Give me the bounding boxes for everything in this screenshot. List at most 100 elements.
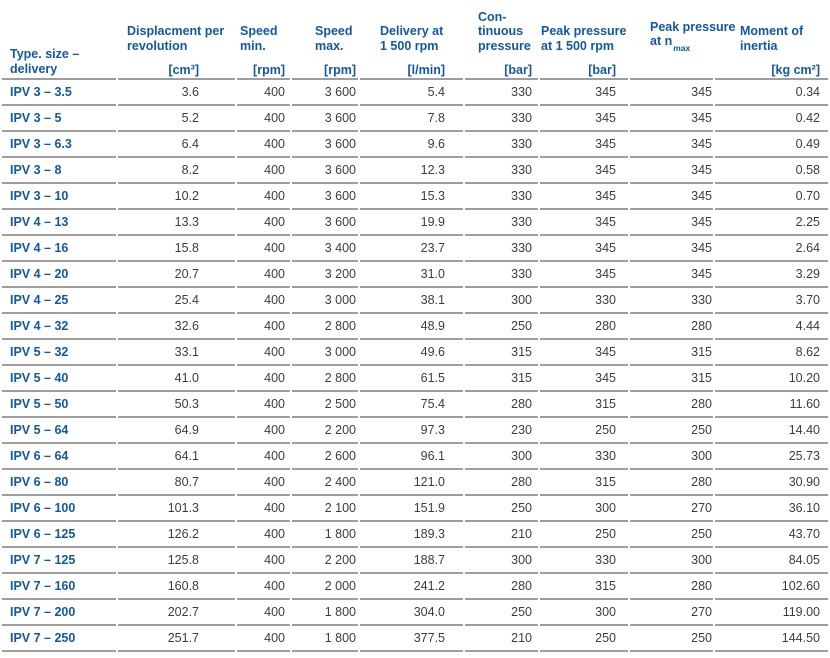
cell-displacement: 125.8	[118, 548, 235, 574]
cell-displacement: 101.3	[118, 496, 235, 522]
cell-speed-max: 1 800	[292, 600, 358, 626]
cell-moment-of-inertia: 36.10	[715, 496, 828, 522]
cell-speed-min: 400	[237, 184, 290, 210]
header-speed-max: Speed max. [rpm]	[292, 2, 358, 80]
table-row: IPV 4 – 16 15.8 400 3 400 23.7 330 345 3…	[2, 236, 828, 262]
cell-delivery: 189.3	[360, 522, 463, 548]
column-title: Speed max.	[315, 24, 353, 53]
cell-speed-min: 400	[237, 496, 290, 522]
cell-continuous-pressure: 280	[465, 392, 538, 418]
cell-continuous-pressure: 330	[465, 158, 538, 184]
cell-peak-pressure-nmax: 330	[630, 288, 713, 314]
cell-peak-pressure-1500: 345	[540, 210, 628, 236]
cell-peak-pressure-1500: 250	[540, 626, 628, 652]
header-delivery-1500rpm: Delivery at 1 500 rpm [l/min]	[360, 2, 463, 80]
table-row: IPV 4 – 32 32.6 400 2 800 48.9 250 280 2…	[2, 314, 828, 340]
cell-continuous-pressure: 330	[465, 184, 538, 210]
cell-moment-of-inertia: 0.49	[715, 132, 828, 158]
cell-peak-pressure-1500: 300	[540, 600, 628, 626]
cell-speed-max: 3 400	[292, 236, 358, 262]
cell-peak-pressure-nmax: 280	[630, 574, 713, 600]
cell-speed-min: 400	[237, 132, 290, 158]
table-row: IPV 4 – 13 13.3 400 3 600 19.9 330 345 3…	[2, 210, 828, 236]
cell-peak-pressure-1500: 250	[540, 522, 628, 548]
cell-speed-min: 400	[237, 80, 290, 106]
cell-moment-of-inertia: 0.58	[715, 158, 828, 184]
cell-delivery: 96.1	[360, 444, 463, 470]
table-row: IPV 6 – 64 64.1 400 2 600 96.1 300 330 3…	[2, 444, 828, 470]
table-row: IPV 5 – 32 33.1 400 3 000 49.6 315 345 3…	[2, 340, 828, 366]
cell-speed-max: 3 000	[292, 340, 358, 366]
cell-speed-min: 400	[237, 522, 290, 548]
cell-displacement: 33.1	[118, 340, 235, 366]
cell-speed-max: 2 200	[292, 548, 358, 574]
cell-moment-of-inertia: 10.20	[715, 366, 828, 392]
cell-displacement: 6.4	[118, 132, 235, 158]
cell-type-size: IPV 7 – 200	[2, 600, 116, 626]
column-title: Displacment per revolution	[127, 24, 225, 53]
cell-displacement: 15.8	[118, 236, 235, 262]
cell-continuous-pressure: 330	[465, 106, 538, 132]
cell-continuous-pressure: 280	[465, 470, 538, 496]
cell-displacement: 64.9	[118, 418, 235, 444]
cell-delivery: 23.7	[360, 236, 463, 262]
cell-type-size: IPV 5 – 64	[2, 418, 116, 444]
table-row: IPV 7 – 125 125.8 400 2 200 188.7 300 33…	[2, 548, 828, 574]
cell-type-size: IPV 4 – 16	[2, 236, 116, 262]
table-row: IPV 3 – 6.3 6.4 400 3 600 9.6 330 345 34…	[2, 132, 828, 158]
cell-continuous-pressure: 280	[465, 574, 538, 600]
cell-delivery: 5.4	[360, 80, 463, 106]
cell-continuous-pressure: 250	[465, 496, 538, 522]
cell-moment-of-inertia: 11.60	[715, 392, 828, 418]
cell-moment-of-inertia: 119.00	[715, 600, 828, 626]
table-row: IPV 3 – 8 8.2 400 3 600 12.3 330 345 345…	[2, 158, 828, 184]
column-unit: [rpm]	[324, 63, 356, 77]
cell-peak-pressure-nmax: 280	[630, 392, 713, 418]
cell-speed-min: 400	[237, 574, 290, 600]
table-row: IPV 4 – 20 20.7 400 3 200 31.0 330 345 3…	[2, 262, 828, 288]
cell-speed-min: 400	[237, 418, 290, 444]
table-row: IPV 7 – 160 160.8 400 2 000 241.2 280 31…	[2, 574, 828, 600]
cell-speed-max: 2 100	[292, 496, 358, 522]
header-continuous-pressure: Con- tinuous pressure [bar]	[465, 2, 538, 80]
cell-continuous-pressure: 300	[465, 444, 538, 470]
cell-delivery: 97.3	[360, 418, 463, 444]
cell-moment-of-inertia: 14.40	[715, 418, 828, 444]
cell-speed-max: 3 600	[292, 210, 358, 236]
cell-moment-of-inertia: 102.60	[715, 574, 828, 600]
cell-moment-of-inertia: 2.25	[715, 210, 828, 236]
cell-continuous-pressure: 250	[465, 314, 538, 340]
cell-delivery: 15.3	[360, 184, 463, 210]
cell-moment-of-inertia: 3.29	[715, 262, 828, 288]
cell-displacement: 20.7	[118, 262, 235, 288]
cell-peak-pressure-1500: 345	[540, 184, 628, 210]
cell-speed-min: 400	[237, 626, 290, 652]
cell-continuous-pressure: 330	[465, 236, 538, 262]
cell-delivery: 12.3	[360, 158, 463, 184]
cell-delivery: 19.9	[360, 210, 463, 236]
column-title: Con- tinuous pressure	[478, 9, 531, 53]
cell-continuous-pressure: 330	[465, 262, 538, 288]
cell-displacement: 41.0	[118, 366, 235, 392]
cell-speed-min: 400	[237, 600, 290, 626]
cell-continuous-pressure: 300	[465, 288, 538, 314]
cell-delivery: 377.5	[360, 626, 463, 652]
cell-delivery: 9.6	[360, 132, 463, 158]
cell-type-size: IPV 4 – 20	[2, 262, 116, 288]
header-displacement: Displacment per revolution [cm³]	[118, 2, 235, 80]
cell-peak-pressure-nmax: 345	[630, 210, 713, 236]
cell-peak-pressure-1500: 345	[540, 158, 628, 184]
cell-peak-pressure-nmax: 250	[630, 626, 713, 652]
column-unit: [cm³]	[168, 63, 199, 77]
cell-peak-pressure-nmax: 345	[630, 184, 713, 210]
table-row: IPV 4 – 25 25.4 400 3 000 38.1 300 330 3…	[2, 288, 828, 314]
cell-moment-of-inertia: 30.90	[715, 470, 828, 496]
cell-speed-max: 2 400	[292, 470, 358, 496]
cell-displacement: 32.6	[118, 314, 235, 340]
cell-displacement: 64.1	[118, 444, 235, 470]
cell-displacement: 5.2	[118, 106, 235, 132]
cell-speed-max: 2 800	[292, 366, 358, 392]
cell-peak-pressure-nmax: 315	[630, 366, 713, 392]
